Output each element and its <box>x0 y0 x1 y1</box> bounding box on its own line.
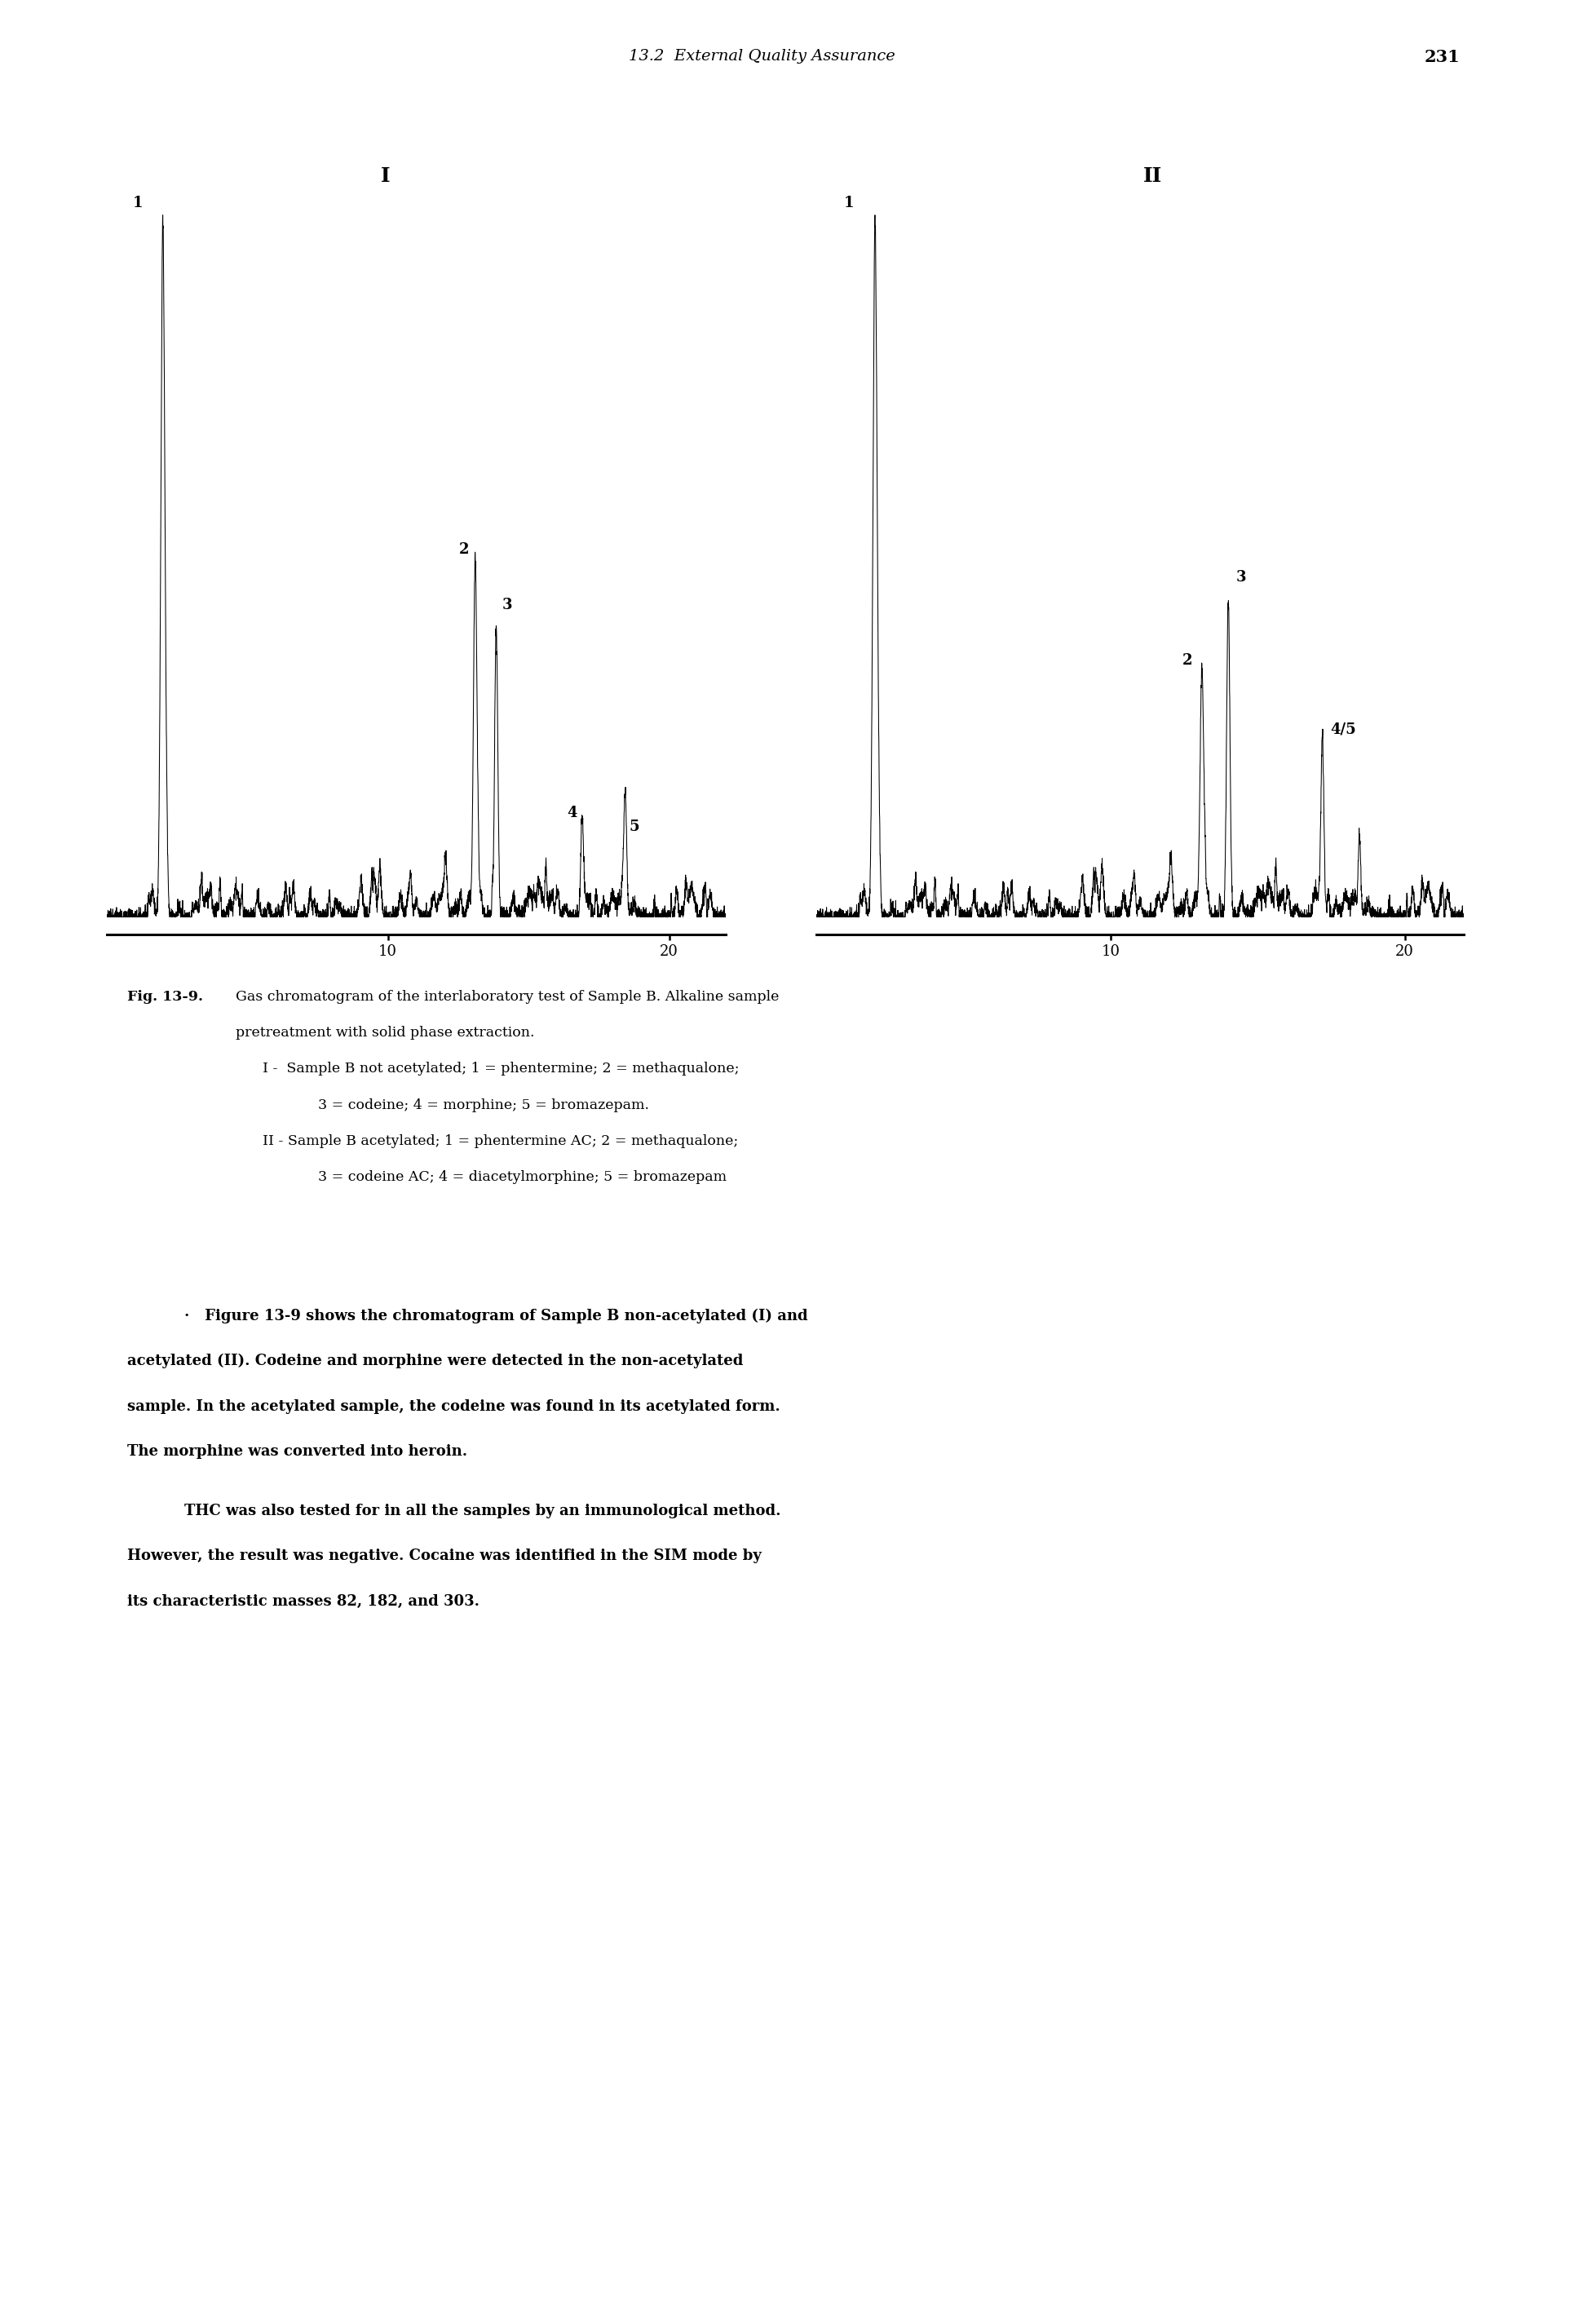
Text: Gas chromatogram of the interlaboratory test of Sample B. Alkaline sample: Gas chromatogram of the interlaboratory … <box>235 990 780 1004</box>
Text: I -  Sample B not acetylated; 1 = phentermine; 2 = methaqualone;: I - Sample B not acetylated; 1 = phenter… <box>263 1062 740 1076</box>
Text: However, the result was negative. Cocaine was identified in the SIM mode by: However, the result was negative. Cocain… <box>127 1548 762 1564</box>
Text: 5: 5 <box>628 818 640 834</box>
Text: I: I <box>380 167 390 186</box>
Text: II - Sample B acetylated; 1 = phentermine AC; 2 = methaqualone;: II - Sample B acetylated; 1 = phentermin… <box>263 1134 738 1148</box>
Text: II: II <box>1144 167 1163 186</box>
Text: 1: 1 <box>132 195 143 211</box>
Text: pretreatment with solid phase extraction.: pretreatment with solid phase extraction… <box>235 1027 535 1039</box>
Text: 4: 4 <box>566 806 578 820</box>
Text: 3: 3 <box>503 597 512 611</box>
Text: its characteristic masses 82, 182, and 303.: its characteristic masses 82, 182, and 3… <box>127 1594 479 1608</box>
Text: ·   Figure 13-9 shows the chromatogram of Sample B non-acetylated (I) and: · Figure 13-9 shows the chromatogram of … <box>185 1308 808 1322</box>
Text: 3 = codeine AC; 4 = diacetylmorphine; 5 = bromazepam: 3 = codeine AC; 4 = diacetylmorphine; 5 … <box>318 1171 727 1183</box>
Text: 231: 231 <box>1424 49 1459 65</box>
Text: sample. In the acetylated sample, the codeine was found in its acetylated form.: sample. In the acetylated sample, the co… <box>127 1399 780 1413</box>
Text: 3: 3 <box>1236 569 1247 586</box>
Text: acetylated (II). Codeine and morphine were detected in the non-acetylated: acetylated (II). Codeine and morphine we… <box>127 1353 743 1369</box>
Text: 1: 1 <box>843 195 854 211</box>
Text: 3 = codeine; 4 = morphine; 5 = bromazepam.: 3 = codeine; 4 = morphine; 5 = bromazepa… <box>318 1099 649 1111</box>
Text: 13.2  External Quality Assurance: 13.2 External Quality Assurance <box>628 49 894 63</box>
Text: 2: 2 <box>1182 653 1192 667</box>
Text: 2: 2 <box>458 541 469 558</box>
Text: The morphine was converted into heroin.: The morphine was converted into heroin. <box>127 1446 468 1459</box>
Text: THC was also tested for in all the samples by an immunological method.: THC was also tested for in all the sampl… <box>185 1504 781 1518</box>
Text: 4/5: 4/5 <box>1330 723 1356 737</box>
Text: Fig. 13-9.: Fig. 13-9. <box>127 990 208 1004</box>
